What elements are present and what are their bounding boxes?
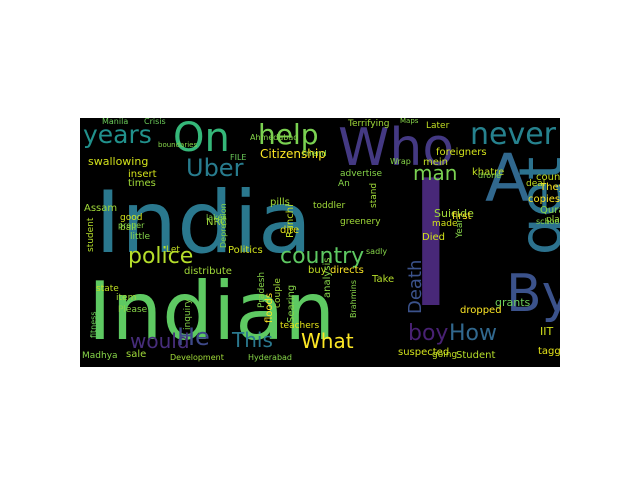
word: state <box>96 284 119 294</box>
word: deal <box>526 179 546 189</box>
word: good <box>120 213 143 223</box>
word: insert <box>128 169 157 180</box>
word: Hyderabad <box>248 353 292 362</box>
word: This <box>232 328 273 352</box>
word: boundaries <box>158 141 198 149</box>
word: help <box>258 118 319 151</box>
word: mein <box>423 157 449 168</box>
word: distribute <box>184 266 232 277</box>
word: suspected <box>398 347 450 358</box>
word: going <box>432 350 458 360</box>
word: lakes <box>206 213 227 222</box>
word: analysis <box>322 257 333 299</box>
word: Death <box>405 259 426 314</box>
word: Citizenship <box>260 147 326 161</box>
word: never <box>470 118 557 152</box>
word: police <box>128 244 194 269</box>
word: They <box>540 182 560 193</box>
word: Madhya <box>82 351 118 361</box>
word: would <box>130 329 190 353</box>
word: Crisis <box>144 118 166 126</box>
word: Later <box>426 121 450 131</box>
word: Year <box>455 218 465 238</box>
word: student <box>86 217 96 252</box>
word: stand <box>369 182 379 208</box>
word: What <box>301 329 354 353</box>
word: sadly <box>366 247 388 256</box>
word: How <box>449 321 497 346</box>
word: couple <box>273 278 283 308</box>
word: dire <box>280 225 300 236</box>
word: A <box>485 140 531 217</box>
word: I <box>405 144 457 347</box>
word: Maps <box>400 118 419 125</box>
word: advertise <box>340 169 383 179</box>
word: NRC <box>206 217 227 228</box>
word: little <box>130 232 151 242</box>
word-cloud: India Indian I A Who get By On never hel… <box>80 118 560 367</box>
word: Assam <box>84 203 118 214</box>
word: copies <box>528 194 560 205</box>
word: Brahmins <box>349 279 358 318</box>
word: Indian <box>88 265 336 358</box>
word: Politics <box>228 245 263 256</box>
word: FILE <box>230 153 247 162</box>
word: Pradesh <box>257 271 267 308</box>
word: country <box>280 244 365 269</box>
word: buy <box>308 265 327 276</box>
word: proper <box>118 221 145 230</box>
word: sale <box>126 349 147 360</box>
word: Suicide <box>434 207 474 220</box>
word: school <box>536 217 560 226</box>
word: Let <box>166 245 180 255</box>
word: item <box>116 293 137 303</box>
word: Depression <box>219 203 228 248</box>
word: An <box>338 179 350 189</box>
word: tagged <box>538 346 560 357</box>
word: teachers <box>280 321 320 331</box>
word: Quran <box>540 205 560 216</box>
word: Uber <box>186 154 244 182</box>
word: Wrap <box>390 157 411 166</box>
word: grants <box>495 296 531 309</box>
word: Who <box>338 118 455 178</box>
word: Terrifying <box>348 119 390 129</box>
word: Friend <box>302 149 327 158</box>
word: count <box>536 172 560 183</box>
word: Student <box>456 350 496 361</box>
word: first <box>452 211 472 222</box>
word: years <box>83 120 152 149</box>
word: By <box>506 264 560 324</box>
word: boy <box>408 321 449 346</box>
word: directs <box>330 265 364 276</box>
word: khatre <box>472 167 505 178</box>
word: pills <box>270 197 290 208</box>
word: Ahmedabad <box>250 133 299 142</box>
word: Died <box>422 232 445 243</box>
word: times <box>128 178 156 189</box>
word: He <box>177 323 210 351</box>
word: bail <box>120 223 137 233</box>
word: fitness <box>89 311 98 338</box>
word: swallowing <box>88 155 149 168</box>
word: made <box>432 219 458 229</box>
word: Take <box>372 274 395 285</box>
word: Searing <box>286 284 297 323</box>
word: IIT <box>540 325 554 338</box>
word: On <box>173 118 230 161</box>
word: Development <box>170 353 224 362</box>
word: drone <box>478 171 502 180</box>
word: India <box>94 173 313 273</box>
word: greenery <box>340 217 381 227</box>
word: toddler <box>313 201 346 211</box>
word: inquiry <box>183 298 193 330</box>
word: dropped <box>460 305 502 316</box>
word: man <box>413 161 458 185</box>
word: Manila <box>102 118 129 126</box>
word: foreigners <box>436 147 487 158</box>
word: Please <box>118 305 148 315</box>
word: place <box>546 215 560 225</box>
